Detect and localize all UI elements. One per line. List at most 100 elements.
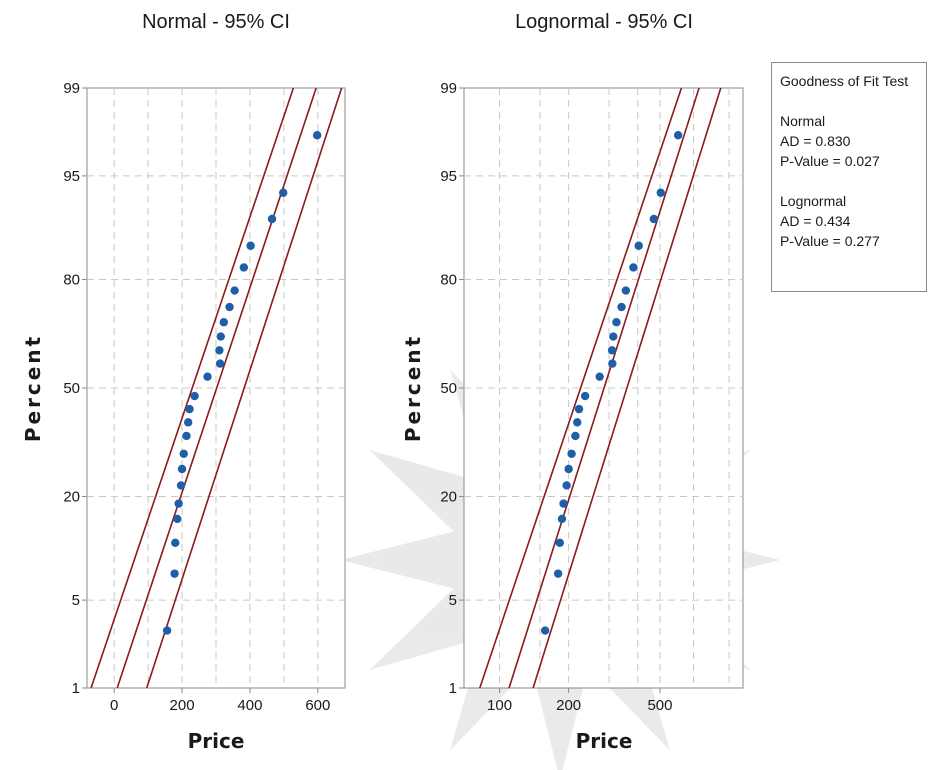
legend-normal-ad: AD = 0.830 [780,133,851,149]
data-point [279,188,288,197]
data-point [559,499,568,508]
y-tick-label: 80 [440,271,457,288]
legend-lognormal-pvalue: P-Value = 0.277 [780,233,880,249]
x-tick-label: 200 [170,697,195,714]
data-point [177,464,187,474]
data-point [573,418,582,427]
data-point [225,302,234,312]
y-tick-label: 20 [440,489,457,506]
legend-normal-pvalue: P-Value = 0.027 [780,153,880,169]
data-point [216,332,225,341]
data-point [567,449,576,458]
data-point [239,263,249,272]
data-point [629,263,638,272]
data-point [185,404,194,414]
y-tick-label: 50 [63,380,80,397]
data-point [179,449,188,458]
x-tick-label: 0 [110,697,118,714]
normal-plot-title: Normal - 95% CI [142,11,290,33]
data-point [608,359,617,368]
fit-line-fit [116,88,317,688]
y-tick-label: 95 [63,168,80,185]
x-tick-label: 400 [237,697,262,714]
fit-line-fit [508,88,700,688]
data-point [555,538,564,547]
lognormal-points [540,131,683,635]
y-tick-label: 99 [63,80,80,97]
y-tick-label: 1 [449,680,457,697]
data-point [203,372,212,381]
legend-lognormal-ad: AD = 0.434 [780,213,851,229]
normal-x-ticks: 0 200 400 600 [110,688,330,714]
data-point [612,318,621,327]
normal-points [162,131,322,635]
data-point [609,332,618,341]
lognormal-y-axis-label: Percent [401,334,425,442]
normal-grid [87,88,345,688]
data-point [246,241,255,250]
lognormal-x-ticks: 100 200 500 [487,688,672,714]
y-tick-label: 20 [63,489,80,506]
data-point [562,481,571,490]
data-point [607,346,617,355]
fit-line-lower [90,88,295,688]
lognormal-fit-lines [479,88,722,688]
data-point [656,188,665,197]
data-point [557,514,567,524]
lognormal-x-axis-label: Price [576,729,633,753]
data-point [173,514,182,524]
data-point [267,214,277,224]
y-tick-label: 80 [63,271,80,288]
normal-y-ticks: 1 5 20 50 80 95 99 [63,80,87,697]
data-point [171,538,180,547]
lognormal-y-ticks: 1 5 20 50 80 95 99 [440,80,464,697]
y-tick-label: 5 [72,592,80,609]
data-point [182,431,191,441]
data-point [649,214,659,224]
x-tick-label: 500 [647,697,672,714]
legend-normal-label: Normal [780,113,826,129]
data-point [312,131,322,140]
x-tick-label: 200 [556,697,581,714]
fit-line-lower [479,88,683,688]
y-tick-label: 99 [440,80,457,97]
data-point [215,346,224,355]
data-point [215,359,225,368]
lognormal-grid [464,88,743,688]
data-point [673,131,683,140]
data-point [571,431,580,441]
data-point [617,302,626,312]
fit-line-upper [145,88,343,688]
goodness-of-fit-legend: Goodness of Fit Test Normal AD = 0.830 P… [771,62,927,292]
data-point [219,318,229,327]
x-tick-label: 600 [305,697,330,714]
data-point [553,569,563,578]
y-tick-label: 50 [440,380,457,397]
data-point [595,372,604,381]
data-point [230,286,239,295]
data-point [170,569,179,578]
data-point [174,499,183,508]
data-point [162,626,172,635]
normal-y-axis-label: Percent [21,334,45,442]
normal-fit-lines [90,88,343,688]
normal-x-axis-label: Price [188,729,245,753]
data-point [621,286,631,295]
data-point [580,391,590,401]
data-point [183,418,193,427]
lognormal-plot-title: Lognormal - 95% CI [515,11,693,33]
data-point [564,464,573,474]
data-point [574,404,584,414]
data-point [540,626,550,635]
data-point [190,391,199,401]
legend-lognormal-label: Lognormal [780,193,847,209]
data-point [634,241,643,250]
y-tick-label: 1 [72,680,80,697]
y-tick-label: 95 [440,168,457,185]
y-tick-label: 5 [449,592,457,609]
legend-title: Goodness of Fit Test [780,73,909,89]
data-point [176,481,186,490]
lognormal-plot: Lognormal - 95% CI 1 5 20 50 80 95 99 100 200 50… [401,11,744,753]
